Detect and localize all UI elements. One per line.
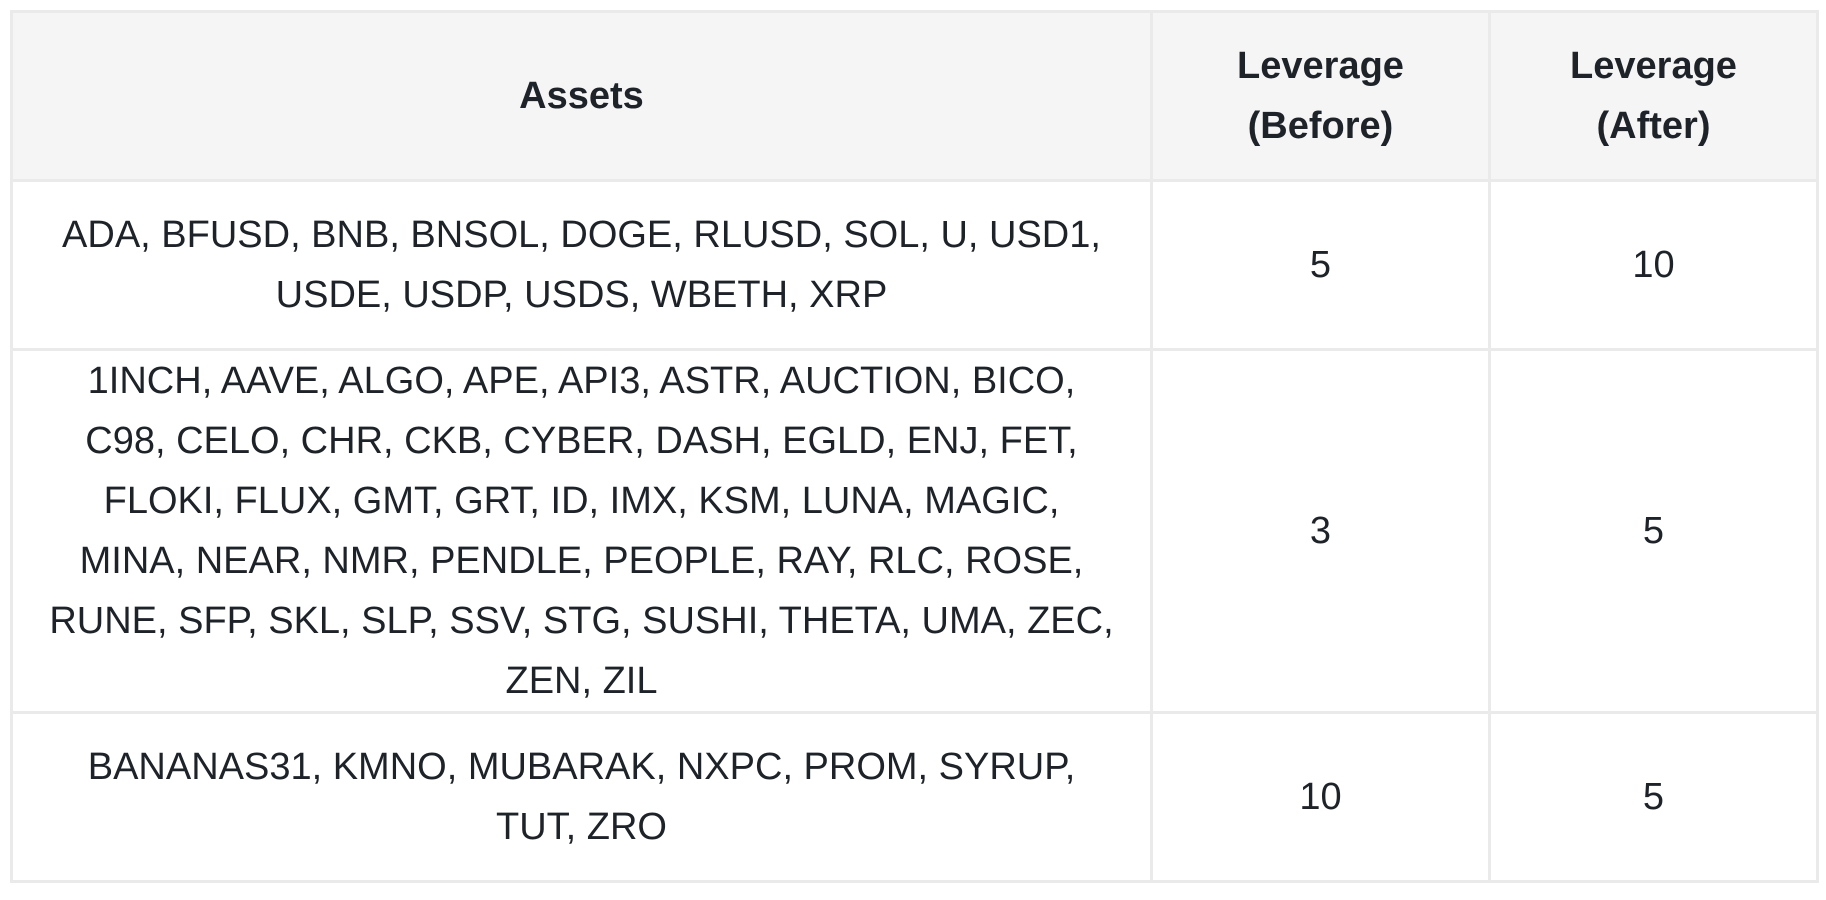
cell-assets: 1INCH, AAVE, ALGO, APE, API3, ASTR, AUCT… xyxy=(10,348,1153,714)
cell-leverage-after: 5 xyxy=(1488,348,1819,714)
table-row: 1INCH, AAVE, ALGO, APE, API3, ASTR, AUCT… xyxy=(10,348,1819,714)
cell-assets: ADA, BFUSD, BNB, BNSOL, DOGE, RLUSD, SOL… xyxy=(10,179,1153,351)
header-row: Assets Leverage (Before) Leverage (After… xyxy=(10,10,1819,182)
header-leverage-after-line1: Leverage xyxy=(1570,45,1737,87)
leverage-table-container: Assets Leverage (Before) Leverage (After… xyxy=(10,10,1819,883)
cell-leverage-after: 10 xyxy=(1488,179,1819,351)
cell-leverage-after: 5 xyxy=(1488,711,1819,883)
table-row: BANANAS31, KMNO, MUBARAK, NXPC, PROM, SY… xyxy=(10,711,1819,883)
header-leverage-before-line1: Leverage xyxy=(1237,45,1404,87)
header-leverage-before: Leverage (Before) xyxy=(1150,10,1491,182)
table-row: ADA, BFUSD, BNB, BNSOL, DOGE, RLUSD, SOL… xyxy=(10,179,1819,351)
cell-leverage-before: 10 xyxy=(1150,711,1491,883)
cell-assets: BANANAS31, KMNO, MUBARAK, NXPC, PROM, SY… xyxy=(10,711,1153,883)
cell-leverage-before: 3 xyxy=(1150,348,1491,714)
leverage-table: Assets Leverage (Before) Leverage (After… xyxy=(10,10,1819,883)
header-leverage-after-line2: (After) xyxy=(1596,105,1711,147)
table-body: ADA, BFUSD, BNB, BNSOL, DOGE, RLUSD, SOL… xyxy=(10,179,1819,883)
header-leverage-after: Leverage (After) xyxy=(1488,10,1819,182)
header-leverage-before-line2: (Before) xyxy=(1247,105,1394,147)
header-assets: Assets xyxy=(10,10,1153,182)
table-header: Assets Leverage (Before) Leverage (After… xyxy=(10,10,1819,182)
cell-leverage-before: 5 xyxy=(1150,179,1491,351)
